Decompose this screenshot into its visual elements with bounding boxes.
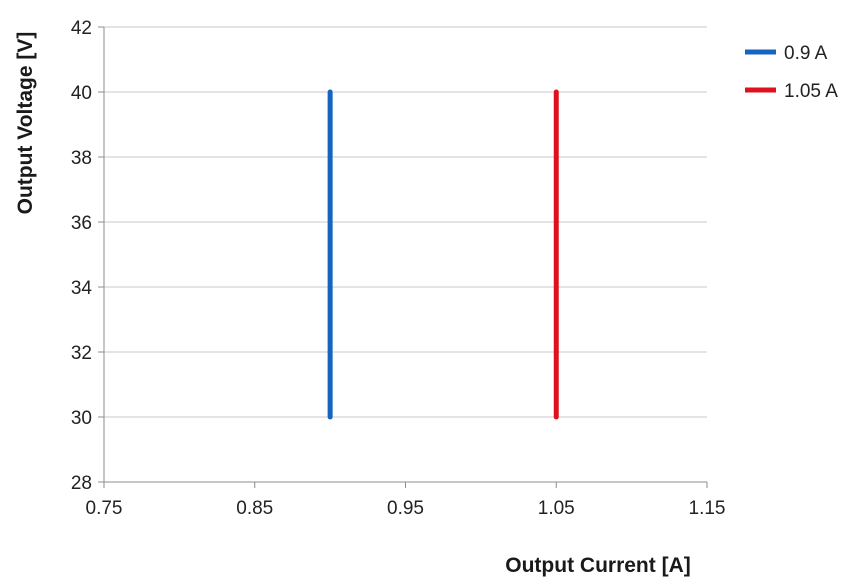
x-axis-title: Output Current [A]	[505, 554, 690, 577]
y-tick-label: 38	[71, 148, 92, 169]
x-tick-label: 0.75	[86, 498, 123, 519]
legend-label: 0.9 A	[784, 43, 828, 64]
x-tick-label: 0.95	[387, 498, 424, 519]
gridlines	[98, 26, 708, 488]
y-tick-label: 28	[71, 473, 92, 494]
axes	[103, 27, 707, 483]
x-tick-label: 0.85	[236, 498, 273, 519]
y-tick-label: 42	[71, 18, 92, 39]
series-lines	[327, 89, 559, 420]
x-tick-labels: 0.75 0.85 0.95 1.05 1.15	[86, 498, 726, 519]
y-tick-label: 40	[71, 83, 92, 104]
x-tick-label: 1.15	[689, 498, 726, 519]
y-tick-label: 34	[71, 278, 93, 299]
legend-label: 1.05 A	[784, 81, 838, 102]
y-tick-labels: 28 30 32 34 36 38 40 42	[71, 18, 93, 494]
x-tick-label: 1.05	[538, 498, 575, 519]
y-tick-label: 36	[71, 213, 92, 234]
y-axis-title: Output Voltage [V]	[14, 32, 37, 215]
legend: 0.9 A 1.05 A	[745, 43, 838, 102]
y-tick-label: 32	[71, 343, 92, 364]
y-tick-label: 30	[71, 408, 92, 429]
